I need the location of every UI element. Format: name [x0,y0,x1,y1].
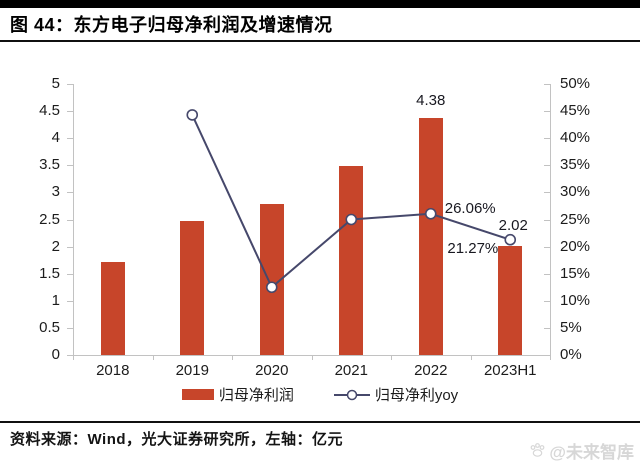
bar-2023H1 [498,245,523,355]
right-axis-tick [544,355,550,356]
bar-2021 [339,166,364,355]
data-label-2022: 4.38 [416,91,446,109]
line-marker [265,281,278,294]
yoy-line-series [186,109,517,294]
top-border-bar [0,0,640,8]
x-axis-label: 2019 [175,362,209,379]
x-axis-boundary-tick [73,355,74,360]
x-axis-label: 2023H1 [483,362,537,379]
left-axis-tick [67,192,73,194]
legend-label-bar: 归母净利润 [218,387,294,404]
right-axis-tick-label: 25% [560,210,591,228]
right-axis-tick [544,246,550,248]
line-marker [504,233,517,246]
right-axis-tick-label: 0% [560,346,582,363]
data-label-2022: 26.06% [444,199,496,217]
bar-2019 [180,221,205,355]
right-axis-tick-label: 35% [560,156,591,174]
right-axis-tick [544,192,550,194]
watermark: @未来智库 [529,438,634,463]
x-axis-label: 2018 [96,362,130,379]
right-axis-tick-label: 5% [560,318,582,336]
chart-legend: 归母净利润 归母净利yoy [0,384,640,405]
title-divider [0,40,640,42]
left-axis-tick-label: 1.5 [39,264,60,282]
right-axis-tick [544,327,550,329]
right-axis-tick-label: 30% [560,183,591,201]
x-axis-boundary-tick [470,355,472,360]
left-axis-line [73,84,74,355]
legend-item-line: 归母净利yoy [333,384,459,405]
left-axis-tick-label: 5 [51,75,60,92]
left-axis-tick [67,246,73,248]
left-axis-tick [67,111,73,113]
left-axis-tick [67,219,73,221]
x-axis-boundary-tick [232,355,233,360]
bar-2022 [418,117,443,355]
left-axis-tick-label: 2 [51,237,60,255]
right-axis-tick [544,138,550,140]
x-axis-boundary-tick [152,355,154,360]
left-axis-tick-label: 2.5 [39,210,60,228]
right-axis-tick [544,273,550,275]
figure-title: 图 44：东方电子归母净利润及增速情况 [10,15,333,35]
left-axis-tick [67,273,73,275]
left-axis-tick-label: 4 [51,129,60,147]
x-axis-boundary-tick [311,355,313,360]
right-axis-tick-label: 45% [560,102,591,120]
legend-item-bar: 归母净利润 [181,384,294,405]
right-axis-tick-label: 10% [560,291,591,309]
line-marker [345,213,358,226]
x-axis-boundary-tick [550,355,551,360]
left-axis-tick [67,84,73,85]
right-axis-tick [544,300,550,302]
left-axis-tick-label: 0.5 [39,318,60,336]
data-label-2023H1: 2.02 [498,216,528,234]
left-axis-tick [67,138,73,140]
data-label-2023H1: 21.27% [447,239,499,257]
right-axis-tick [544,84,550,85]
x-axis-label: 2021 [334,362,368,379]
combo-chart: 0 0.5 1 1.5 2 2.5 3 3.5 4 4.5 5 0% 5% 10% 15% 20% 25% 30%… [0,44,640,384]
left-axis-tick [67,165,73,167]
source-note: 资料来源：Wind，光大证券研究所，左轴：亿元 [10,431,344,448]
footer-divider [0,421,640,423]
left-axis-tick-label: 3.5 [39,156,60,174]
left-axis-tick-label: 1 [51,291,60,309]
x-axis-boundary-tick [391,355,392,360]
right-axis-tick-label: 40% [560,129,591,147]
x-axis-label: 2020 [255,362,289,379]
line-series-swatch [333,389,370,400]
bar-2018 [100,262,125,355]
left-axis-tick-label: 4.5 [39,102,60,120]
left-axis-tick [67,300,73,302]
left-axis-tick-label: 0 [51,346,60,363]
x-axis-label: 2022 [414,362,448,379]
watermark-text: @未来智库 [549,443,634,462]
right-axis-tick [544,219,550,221]
legend-label-line: 归母净利yoy [374,387,459,404]
right-axis-line [550,84,551,355]
right-axis-tick [544,165,550,167]
right-axis-tick [544,111,550,113]
paw-icon [531,443,545,457]
left-axis-tick [67,327,73,329]
line-marker [186,109,199,121]
left-axis-tick [67,355,73,356]
left-axis-tick-label: 3 [51,183,60,201]
line-marker [424,207,437,220]
right-axis-tick-label: 50% [560,75,591,92]
bar-series-swatch [181,389,214,400]
right-axis-tick-label: 15% [560,264,591,282]
right-axis-tick-label: 20% [560,237,591,255]
